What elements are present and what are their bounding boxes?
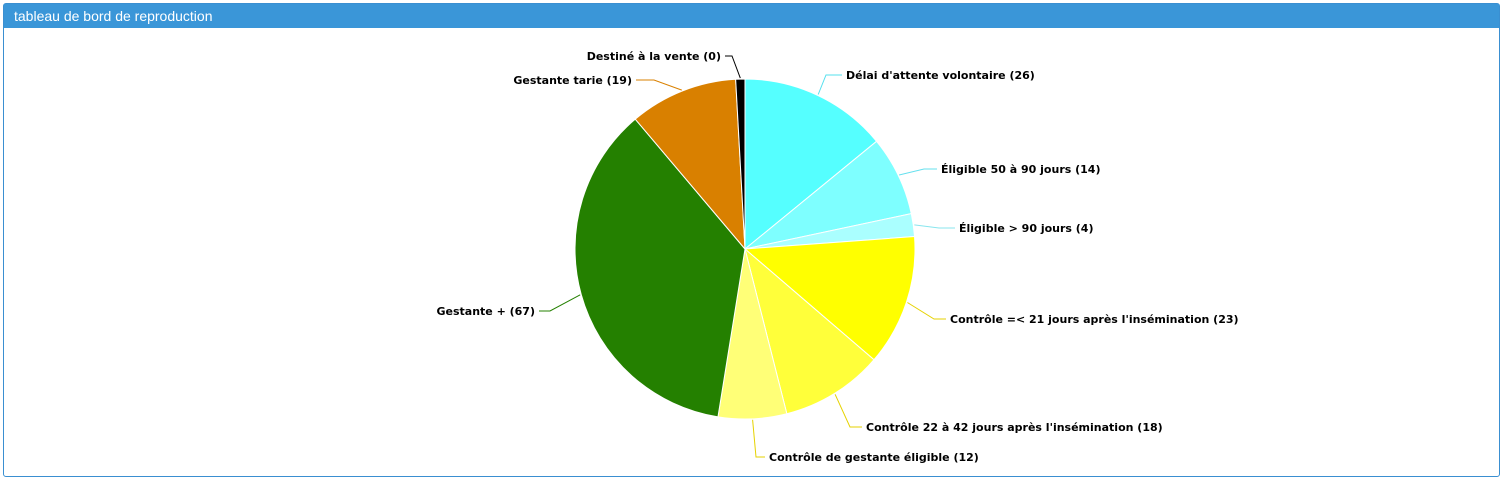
pie-connector-7 (636, 79, 682, 91)
pie-slice-0[interactable] (744, 78, 878, 251)
pie-label-1: Éligible 50 à 90 jours (14) (941, 163, 1100, 176)
pie-label-8: Destiné à la vente (0) (587, 50, 721, 63)
pie-labels: Délai d'attente volontaire (26) Éligible … (436, 50, 1238, 464)
pie-slice-7[interactable] (634, 78, 746, 251)
pie-label-4: Contrôle 22 à 42 jours après l'inséminat… (866, 421, 1163, 434)
pie-label-3: Contrôle =< 21 jours après l'inséminatio… (950, 313, 1239, 326)
pie-label-6: Gestante + (67) (436, 305, 535, 318)
pie-connector-3 (907, 302, 946, 320)
pie-connector-1 (898, 168, 937, 176)
pie-connector-4 (834, 394, 862, 428)
pie-slice-6[interactable] (574, 118, 746, 418)
pie-slices (574, 78, 916, 420)
pie-connector-5 (752, 419, 765, 458)
pie-connector-6 (539, 294, 581, 312)
pie-label-2: Éligible > 90 jours (4) (959, 222, 1094, 235)
pie-chart: Délai d'attente volontaire (26) Éligible … (436, 50, 1238, 464)
pie-slice-3[interactable] (743, 236, 916, 361)
pie-slice-4[interactable] (744, 247, 875, 415)
pie-label-7: Gestante tarie (19) (513, 74, 632, 87)
pie-connector-8 (725, 55, 741, 79)
pie-chart-area: Délai d'attente volontaire (26) Éligible … (4, 28, 1499, 476)
pie-label-5: Contrôle de gestante éligible (12) (769, 451, 979, 464)
dashboard-panel: tableau de bord de reproduction Délai d'… (3, 3, 1500, 477)
panel-title: tableau de bord de reproduction (4, 4, 1499, 28)
pie-label-0: Délai d'attente volontaire (26) (846, 69, 1035, 82)
pie-connector-0 (817, 74, 842, 95)
pie-slice-8[interactable] (735, 78, 746, 250)
pie-connector-2 (914, 224, 955, 229)
